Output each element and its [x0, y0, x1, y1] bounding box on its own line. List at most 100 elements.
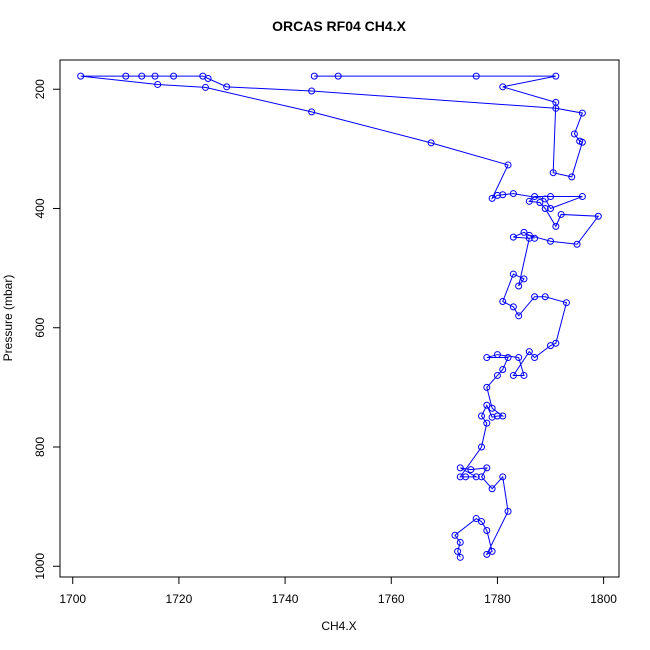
- x-tick-label: 1800: [590, 592, 617, 606]
- data-point: [531, 234, 539, 242]
- data-point: [525, 231, 533, 239]
- plot-frame: [59, 59, 620, 578]
- data-point: [504, 354, 512, 362]
- y-tick-label: 600: [33, 317, 47, 337]
- x-tick-label: 1720: [166, 592, 193, 606]
- data-point: [504, 507, 512, 515]
- data-point: [472, 72, 480, 80]
- data-point: [204, 74, 212, 82]
- y-tick-label: 1000: [33, 553, 47, 580]
- data-point: [488, 404, 496, 412]
- data-point: [552, 98, 560, 106]
- data-point: [483, 401, 491, 409]
- data-point: [223, 83, 231, 91]
- data-point: [310, 72, 318, 80]
- data-point: [467, 466, 475, 474]
- data-point: [509, 233, 517, 241]
- data-point: [427, 139, 435, 147]
- x-tick-label: 1780: [484, 592, 511, 606]
- data-point: [541, 293, 549, 301]
- data-point: [454, 547, 462, 555]
- data-point: [488, 194, 496, 202]
- data-point: [456, 464, 464, 472]
- data-point: [509, 303, 517, 311]
- data-point: [483, 550, 491, 558]
- data-point: [557, 210, 565, 218]
- data-point: [570, 130, 578, 138]
- y-axis-label: Pressure (mbar): [1, 275, 15, 362]
- data-point: [515, 282, 523, 290]
- data-point: [573, 240, 581, 248]
- x-axis-label: CH4.X: [321, 619, 356, 633]
- y-tick-label: 800: [33, 437, 47, 457]
- data-point: [472, 473, 480, 481]
- data-point: [483, 419, 491, 427]
- data-point: [483, 383, 491, 391]
- data-point: [504, 161, 512, 169]
- data-point: [483, 464, 491, 472]
- data-point: [525, 234, 533, 242]
- data-point: [138, 72, 146, 80]
- data-point: [77, 72, 85, 80]
- y-tick-label: 400: [33, 198, 47, 218]
- data-point: [525, 348, 533, 356]
- data-point: [478, 473, 486, 481]
- data-point: [493, 351, 501, 359]
- data-point: [552, 222, 560, 230]
- data-point: [594, 212, 602, 220]
- data-point: [536, 199, 544, 207]
- y-tick-label: 200: [33, 79, 47, 99]
- data-point: [201, 83, 209, 91]
- data-point: [499, 191, 507, 199]
- data-point: [562, 299, 570, 307]
- x-tick-label: 1700: [59, 592, 86, 606]
- data-point: [483, 526, 491, 534]
- data-point: [499, 412, 507, 420]
- data-point: [520, 228, 528, 236]
- data-line: [80, 75, 600, 558]
- data-point: [493, 371, 501, 379]
- data-point: [509, 270, 517, 278]
- data-point: [456, 538, 464, 546]
- x-tick-label: 1760: [378, 592, 405, 606]
- data-point: [483, 354, 491, 362]
- data-point: [515, 312, 523, 320]
- data-point: [151, 72, 159, 80]
- data-point: [499, 365, 507, 373]
- data-point: [578, 109, 586, 117]
- data-point: [547, 204, 555, 212]
- data-point: [154, 80, 162, 88]
- data-point: [531, 293, 539, 301]
- data-point: [531, 354, 539, 362]
- data-point: [308, 87, 316, 95]
- data-point: [578, 193, 586, 201]
- data-point: [578, 138, 586, 146]
- data-point: [122, 72, 130, 80]
- data-point: [541, 204, 549, 212]
- data-point: [568, 173, 576, 181]
- data-point: [525, 197, 533, 205]
- data-point: [478, 518, 486, 526]
- data-point: [520, 275, 528, 283]
- data-point: [549, 169, 557, 177]
- data-point: [456, 473, 464, 481]
- data-point: [493, 412, 501, 420]
- data-point: [170, 72, 178, 80]
- data-point: [451, 531, 459, 539]
- data-point: [499, 298, 507, 306]
- data-point: [478, 412, 486, 420]
- data-point: [520, 371, 528, 379]
- data-point: [499, 83, 507, 91]
- data-point: [552, 72, 560, 80]
- data-point: [541, 195, 549, 203]
- data-point: [515, 354, 523, 362]
- data-point: [547, 237, 555, 245]
- data-point: [478, 443, 486, 451]
- x-tick-label: 1740: [272, 592, 299, 606]
- data-point: [488, 547, 496, 555]
- data-point: [308, 108, 316, 116]
- data-point: [499, 473, 507, 481]
- data-point: [552, 339, 560, 347]
- data-point: [456, 553, 464, 561]
